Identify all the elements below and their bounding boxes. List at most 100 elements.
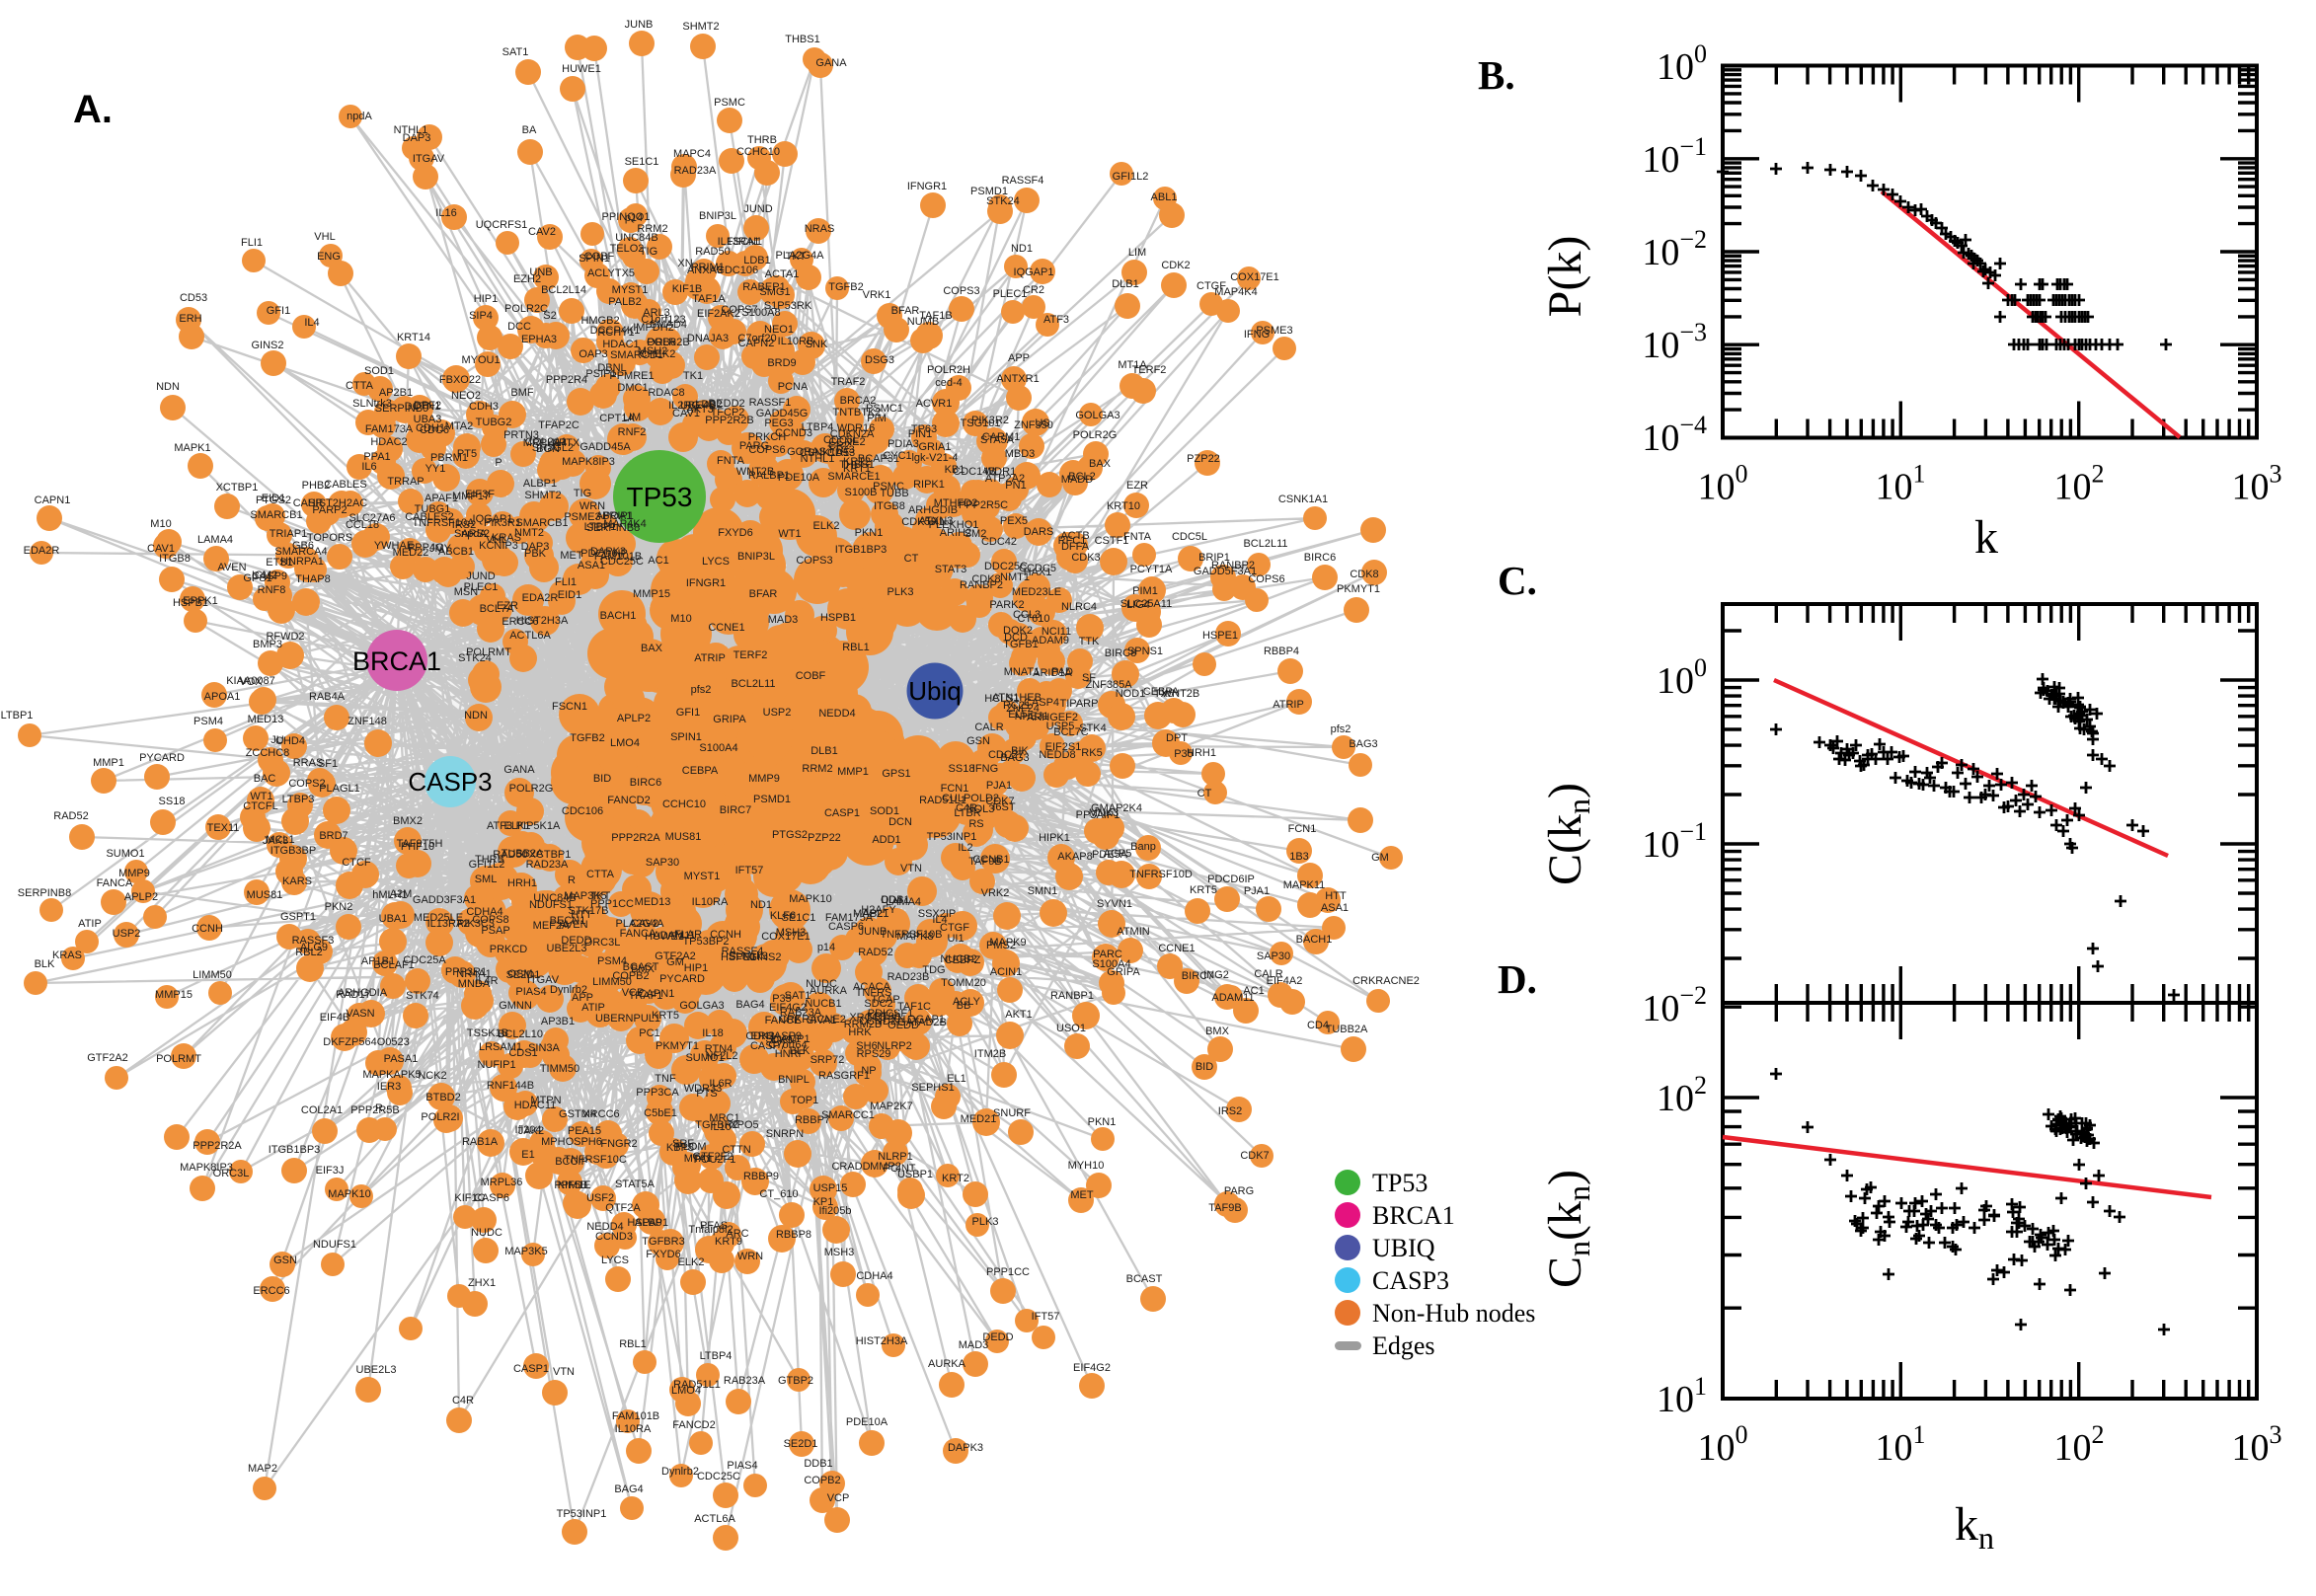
svg-text:BIRC6: BIRC6 xyxy=(1304,552,1336,564)
svg-text:MET: MET xyxy=(560,550,583,562)
svg-text:ITGB1BP3: ITGB1BP3 xyxy=(269,1144,321,1156)
svg-text:CCNH: CCNH xyxy=(710,929,741,941)
svg-text:PJA1: PJA1 xyxy=(1244,885,1270,897)
svg-text:CDKN2A: CDKN2A xyxy=(830,428,875,440)
svg-text:WT1: WT1 xyxy=(778,528,801,540)
svg-text:BNIP3L: BNIP3L xyxy=(699,210,736,222)
svg-text:BRCA1: BRCA1 xyxy=(352,646,441,676)
svg-text:PSM4: PSM4 xyxy=(193,716,223,727)
svg-text:SMARCB1: SMARCB1 xyxy=(250,509,302,521)
svg-text:RRM2: RRM2 xyxy=(637,223,667,235)
svg-text:BAC: BAC xyxy=(254,773,276,785)
svg-text:SRP72: SRP72 xyxy=(811,1054,845,1066)
svg-text:FANCE: FANCE xyxy=(765,1015,802,1026)
svg-text:EL5: EL5 xyxy=(1008,709,1028,721)
svg-text:BA: BA xyxy=(522,124,537,136)
svg-text:GADD45G: GADD45G xyxy=(756,408,809,419)
svg-text:HNRPA1: HNRPA1 xyxy=(280,556,324,568)
svg-text:PDICSF1: PDICSF1 xyxy=(868,1008,913,1020)
svg-text:RNF8: RNF8 xyxy=(258,584,286,596)
svg-text:HIPK1: HIPK1 xyxy=(1039,832,1070,844)
svg-text:GB6: GB6 xyxy=(292,540,314,552)
svg-text:PEG3: PEG3 xyxy=(764,418,793,429)
svg-text:CASP7: CASP7 xyxy=(750,1040,786,1052)
svg-text:STK24: STK24 xyxy=(458,652,492,664)
svg-text:AP2B1: AP2B1 xyxy=(379,387,413,399)
svg-text:GINS2: GINS2 xyxy=(748,951,781,963)
svg-text:ICM2: ICM2 xyxy=(252,570,277,581)
svg-text:HMGB2: HMGB2 xyxy=(580,315,619,327)
svg-text:US: US xyxy=(1035,418,1049,429)
svg-text:KIF1B: KIF1B xyxy=(672,283,703,295)
svg-text:PEX5: PEX5 xyxy=(1000,515,1028,527)
svg-text:PIN1: PIN1 xyxy=(908,428,932,440)
svg-text:MAPC4: MAPC4 xyxy=(673,148,711,160)
svg-text:MNAT1: MNAT1 xyxy=(1004,666,1040,678)
svg-text:CASR: CASR xyxy=(293,497,324,509)
svg-text:FLI1: FLI1 xyxy=(241,237,263,249)
svg-text:COPB2: COPB2 xyxy=(612,970,649,982)
svg-text:RS: RS xyxy=(968,818,983,830)
svg-text:DCN: DCN xyxy=(888,816,912,828)
svg-text:MUS81: MUS81 xyxy=(247,889,283,901)
svg-text:NMT2: NMT2 xyxy=(514,527,544,539)
svg-text:DNAJA3: DNAJA3 xyxy=(687,333,729,344)
svg-text:COPB2: COPB2 xyxy=(804,1475,840,1486)
svg-text:TIG: TIG xyxy=(640,246,657,258)
svg-text:SLC25A11: SLC25A11 xyxy=(1120,598,1172,610)
svg-text:VCP: VCP xyxy=(622,987,645,999)
svg-text:XCTBP1: XCTBP1 xyxy=(216,482,259,494)
svg-text:CALR: CALR xyxy=(1254,968,1282,980)
svg-text:102: 102 xyxy=(1657,1071,1707,1119)
svg-text:MED13: MED13 xyxy=(635,896,671,908)
svg-text:HAX1: HAX1 xyxy=(1024,567,1052,578)
svg-text:RASGRF1: RASGRF1 xyxy=(818,1070,870,1082)
svg-text:UBA3: UBA3 xyxy=(414,414,442,425)
svg-text:CABLES2: CABLES2 xyxy=(405,511,454,523)
svg-text:CDK7: CDK7 xyxy=(1240,1150,1269,1162)
svg-text:ERH: ERH xyxy=(179,313,201,325)
svg-text:DK9: DK9 xyxy=(771,1034,792,1046)
svg-text:MMP15: MMP15 xyxy=(155,989,193,1001)
svg-text:PSMC1: PSMC1 xyxy=(866,403,903,415)
svg-text:GM: GM xyxy=(666,956,684,968)
svg-text:ACP5: ACP5 xyxy=(1104,848,1132,860)
svg-text:S2: S2 xyxy=(543,310,556,322)
svg-text:101: 101 xyxy=(1876,460,1926,508)
svg-text:BCL2L11: BCL2L11 xyxy=(1243,538,1287,550)
svg-text:EPPK1: EPPK1 xyxy=(183,595,217,607)
svg-text:SMARCB1: SMARCB1 xyxy=(515,517,568,529)
svg-text:HUWE1: HUWE1 xyxy=(562,63,601,75)
svg-text:ORC3L: ORC3L xyxy=(584,937,621,949)
svg-text:LDB1: LDB1 xyxy=(743,255,771,266)
svg-text:AP3B1: AP3B1 xyxy=(541,1016,575,1027)
svg-text:TAF9B: TAF9B xyxy=(1208,1202,1241,1214)
svg-text:TOPORS: TOPORS xyxy=(307,532,352,544)
svg-text:FANCA: FANCA xyxy=(620,928,656,940)
svg-text:TAF9T5H: TAF9T5H xyxy=(397,838,443,850)
svg-text:WNT2B: WNT2B xyxy=(1162,688,1200,700)
svg-text:KRT5: KRT5 xyxy=(1190,884,1217,896)
svg-text:ND1: ND1 xyxy=(750,899,772,911)
svg-text:EDA2R: EDA2R xyxy=(522,592,559,604)
svg-text:ASA1: ASA1 xyxy=(578,560,605,571)
svg-text:BCLAF1: BCLAF1 xyxy=(373,959,415,971)
svg-text:CT: CT xyxy=(904,553,919,565)
svg-text:RAD17: RAD17 xyxy=(336,989,370,1001)
svg-text:GFI1: GFI1 xyxy=(267,305,290,317)
svg-text:TP53INP1: TP53INP1 xyxy=(557,1508,607,1520)
svg-text:COX17E1: COX17E1 xyxy=(761,931,811,943)
svg-text:IL10RB: IL10RB xyxy=(778,336,814,347)
svg-text:COPS3: COPS3 xyxy=(796,555,832,567)
svg-text:HSPA9: HSPA9 xyxy=(627,1217,661,1229)
svg-text:CEBPA: CEBPA xyxy=(1143,686,1180,698)
svg-text:RBBP7: RBBP7 xyxy=(795,1114,830,1126)
svg-text:POLR2G: POLR2G xyxy=(509,783,554,795)
svg-text:CASP6: CASP6 xyxy=(474,1192,509,1204)
svg-text:DEDD: DEDD xyxy=(982,1331,1013,1343)
svg-text:CASP1: CASP1 xyxy=(824,807,860,819)
svg-text:KRT9b: KRT9b xyxy=(867,1011,900,1023)
svg-text:EID1: EID1 xyxy=(262,493,285,504)
svg-text:FANCA: FANCA xyxy=(97,877,133,889)
svg-text:LIM: LIM xyxy=(623,412,641,423)
